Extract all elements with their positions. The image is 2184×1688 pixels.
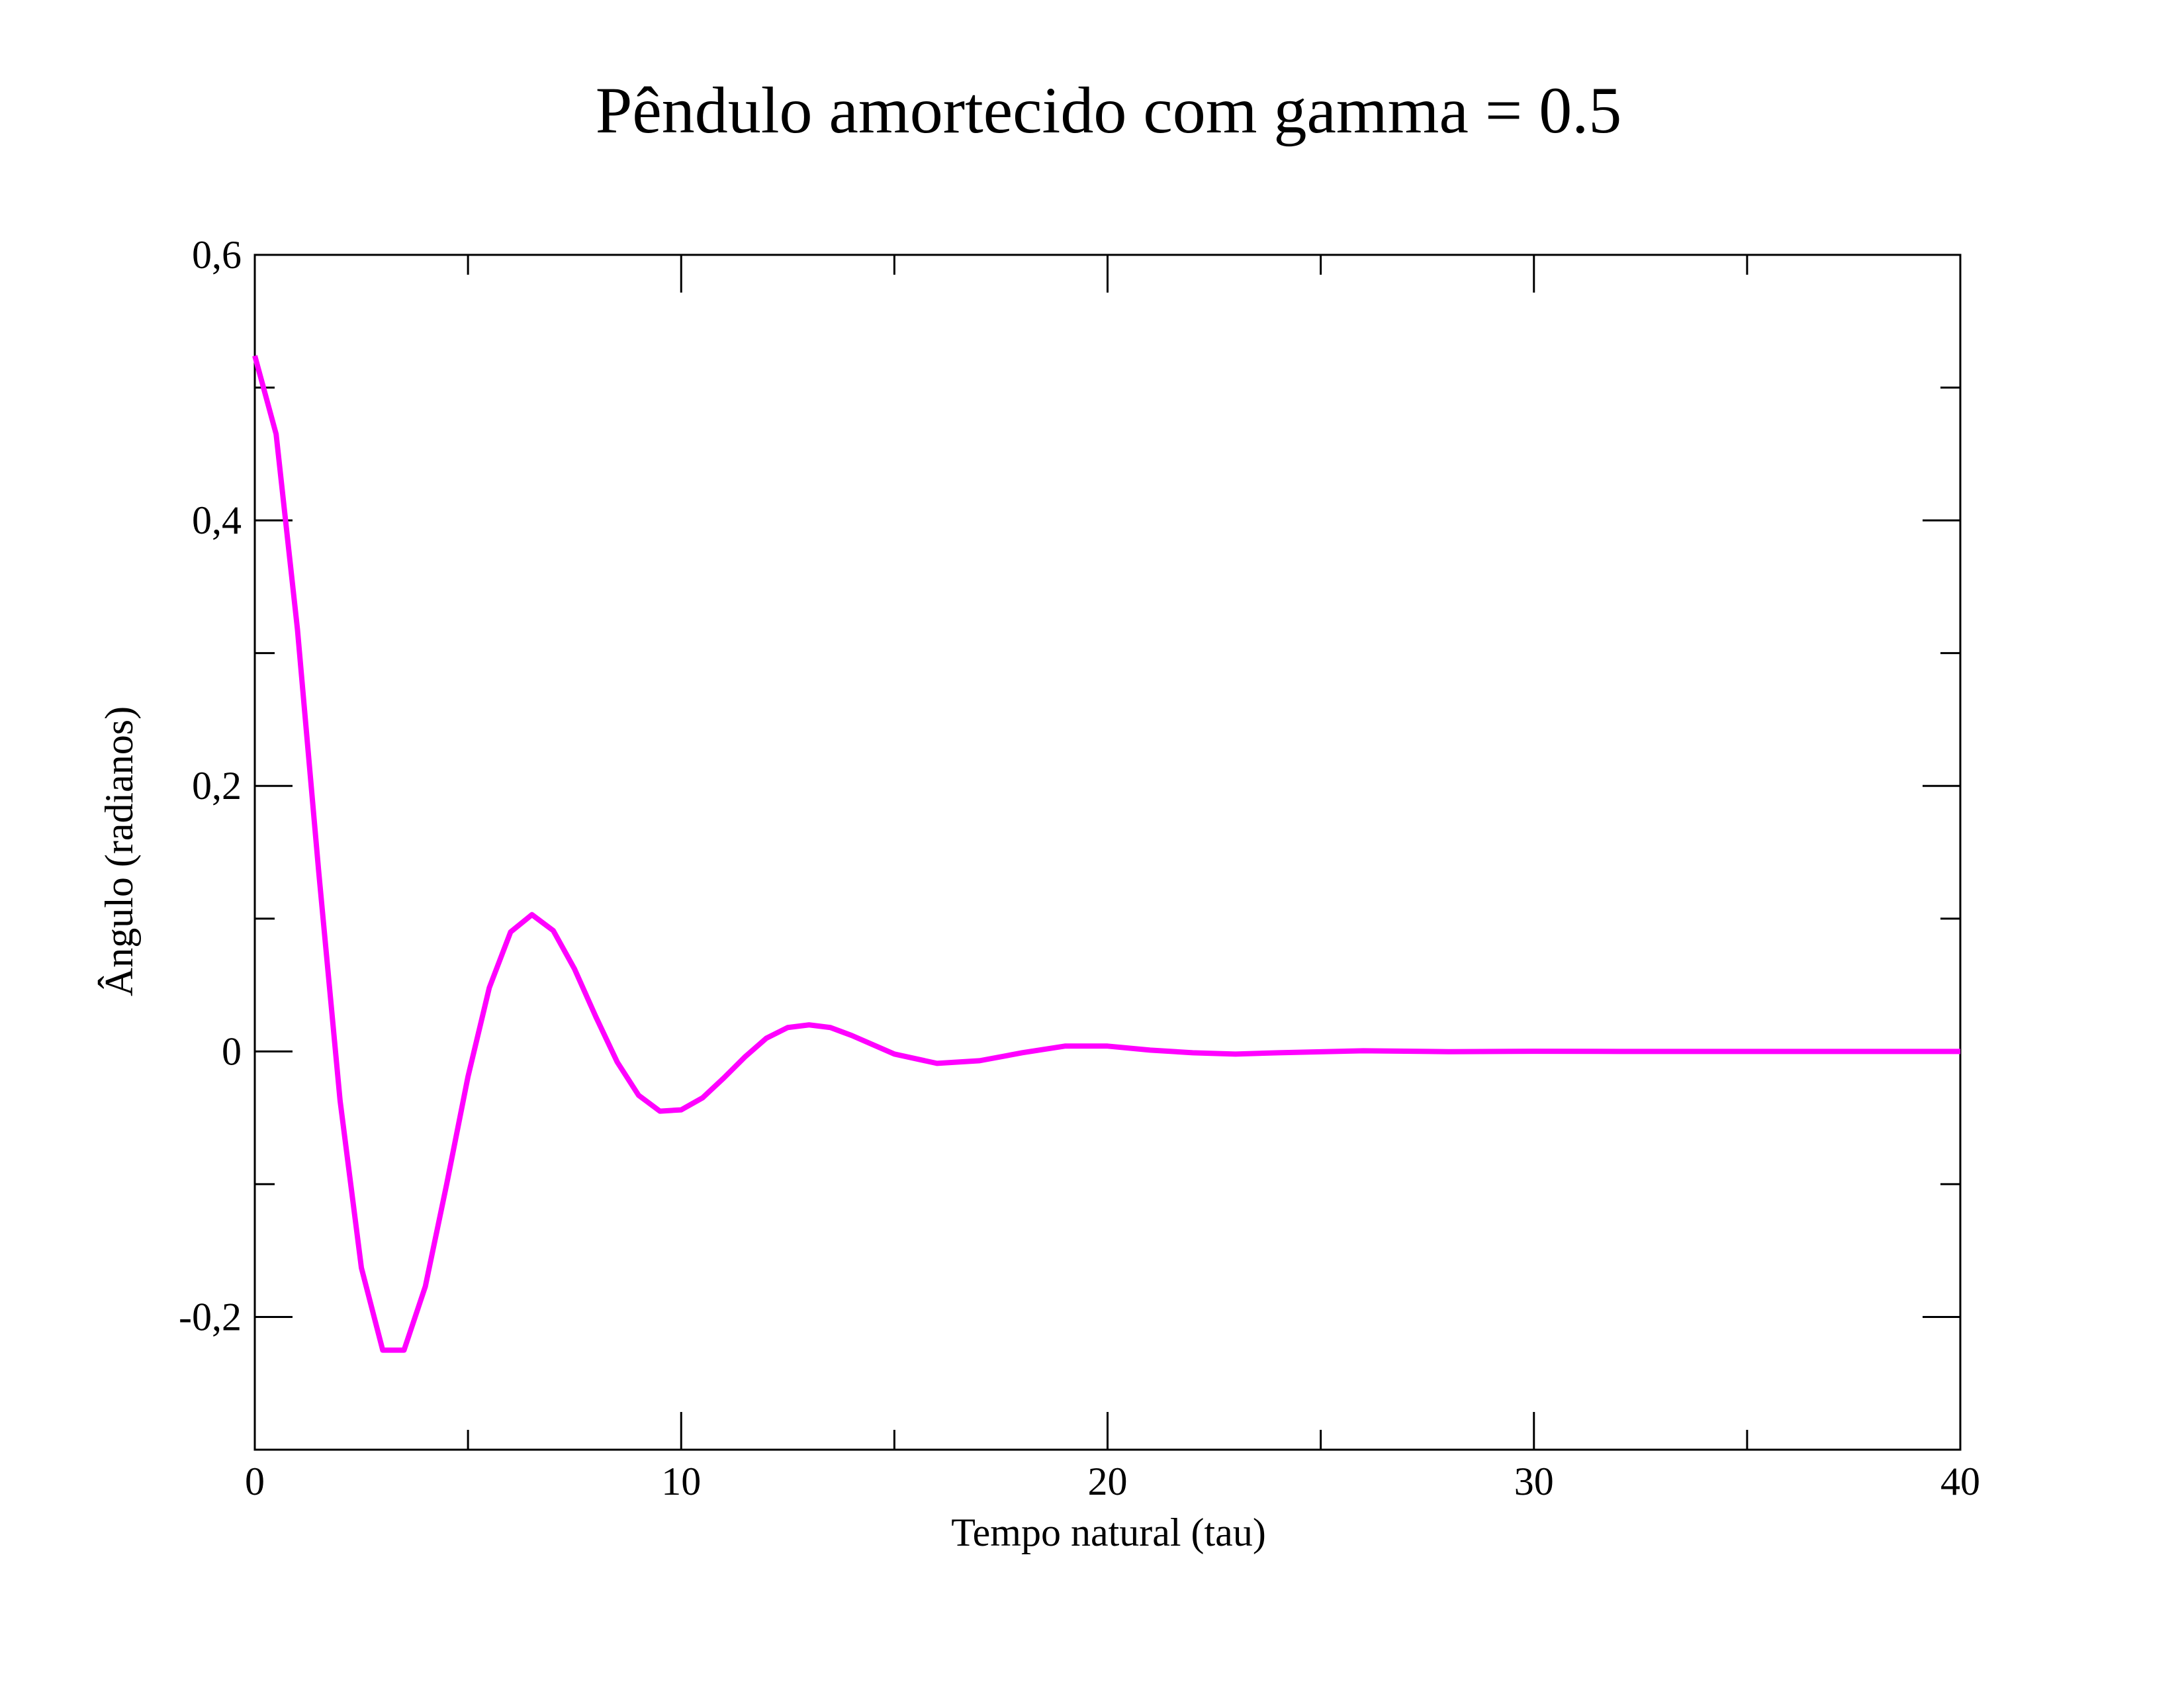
data-line bbox=[252, 355, 1960, 1353]
x-tick-label: 40 bbox=[1940, 1460, 1980, 1503]
x-tick-label: 10 bbox=[661, 1460, 701, 1503]
x-tick-label: 0 bbox=[245, 1460, 265, 1503]
y-tick-label: 0 bbox=[222, 1029, 242, 1073]
x-tick-label: 20 bbox=[1088, 1460, 1128, 1503]
y-tick-label: 0,2 bbox=[192, 764, 242, 808]
x-tick-label: 30 bbox=[1514, 1460, 1554, 1503]
y-tick-label: 0,4 bbox=[192, 498, 242, 542]
y-tick-label: -0,2 bbox=[179, 1295, 242, 1338]
y-axis-label: Ângulo (radianos) bbox=[97, 706, 141, 996]
chart-title: Pêndulo amortecido com gamma = 0.5 bbox=[596, 73, 1622, 147]
y-tick-label: 0,6 bbox=[192, 233, 242, 277]
x-axis-label: Tempo natural (tau) bbox=[951, 1511, 1266, 1554]
